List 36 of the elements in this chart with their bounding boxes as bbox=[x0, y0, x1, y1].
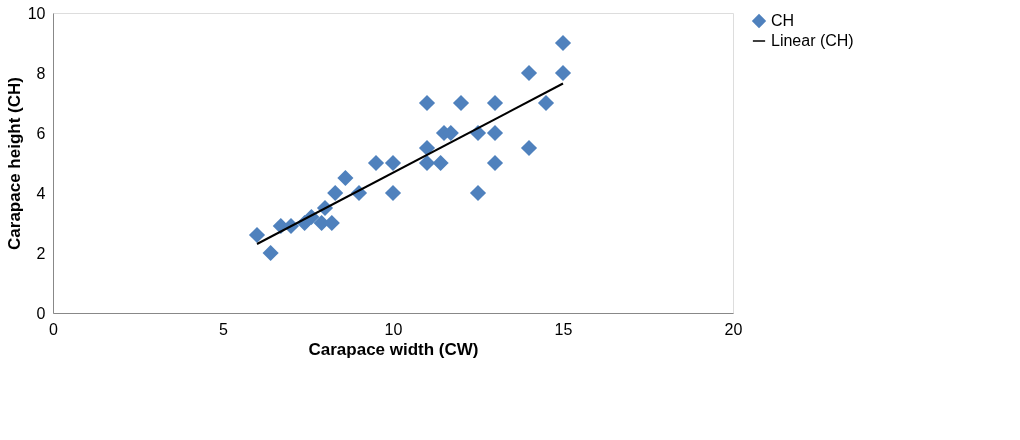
y-tick-label: 6 bbox=[36, 124, 46, 142]
x-tick-label: 0 bbox=[49, 320, 59, 338]
x-tick-label: 5 bbox=[219, 320, 229, 338]
x-axis-title: Carapace width (CW) bbox=[308, 339, 479, 359]
point bbox=[337, 169, 354, 187]
point bbox=[384, 184, 402, 202]
legend-label: CH bbox=[771, 12, 795, 29]
y-tick-label: 10 bbox=[27, 4, 46, 22]
y-tick-label: 0 bbox=[36, 304, 46, 322]
point bbox=[486, 94, 504, 112]
point bbox=[520, 64, 538, 82]
point bbox=[432, 154, 449, 172]
point bbox=[418, 139, 436, 157]
y-tick-label: 4 bbox=[36, 184, 46, 202]
point bbox=[486, 124, 504, 142]
point bbox=[520, 139, 538, 157]
point bbox=[469, 184, 487, 202]
point bbox=[418, 154, 436, 172]
point bbox=[248, 226, 266, 244]
point bbox=[418, 94, 436, 112]
point bbox=[262, 244, 279, 262]
y-axis-title: Carapace height (CH) bbox=[4, 77, 24, 250]
point bbox=[486, 154, 504, 172]
y-tick-label: 8 bbox=[36, 64, 46, 82]
x-tick-label: 10 bbox=[384, 320, 403, 338]
point bbox=[384, 154, 402, 172]
legend-label: Linear (CH) bbox=[771, 32, 854, 49]
point bbox=[554, 64, 572, 82]
point bbox=[452, 94, 470, 112]
x-tick-label: 20 bbox=[724, 320, 743, 338]
point bbox=[327, 184, 344, 202]
point bbox=[367, 154, 385, 172]
x-tick-label: 15 bbox=[554, 320, 573, 338]
point bbox=[554, 34, 572, 52]
y-tick-label: 2 bbox=[36, 244, 46, 262]
point bbox=[537, 94, 555, 112]
